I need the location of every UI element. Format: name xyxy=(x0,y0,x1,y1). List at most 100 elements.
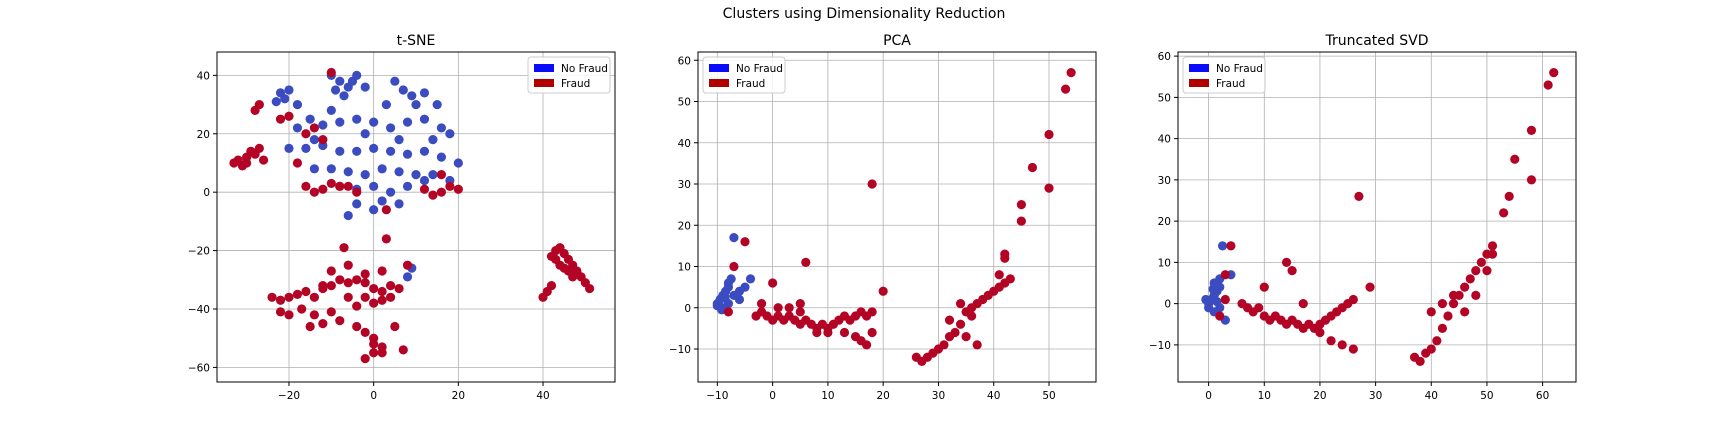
no-fraud-point xyxy=(343,210,353,221)
fraud-point xyxy=(867,307,877,317)
fraud-point xyxy=(867,179,877,189)
fraud-point xyxy=(1365,282,1375,292)
subplot-2: −10 0 10 20 30 40 50 −10 0 10 20 30 40 50 60 PCA No Frau… xyxy=(669,33,1097,402)
fraud-point xyxy=(1426,344,1436,354)
fraud-point xyxy=(360,327,370,337)
x-tick-label: 10 xyxy=(821,390,834,402)
fraud-point xyxy=(584,283,595,294)
fraud-point xyxy=(305,321,315,332)
fraud-point xyxy=(258,155,269,165)
fraud-point xyxy=(961,332,971,342)
legend: No Fraud Fraud xyxy=(1182,56,1266,94)
no-fraud-point xyxy=(1208,284,1218,294)
y-tick-label: 30 xyxy=(1158,175,1171,187)
no-fraud-point xyxy=(369,143,379,153)
fraud-point xyxy=(318,281,328,291)
fraud-point xyxy=(1476,257,1486,267)
fraud-point xyxy=(1220,294,1230,305)
legend-label: Fraud xyxy=(1216,78,1245,90)
fraud-point xyxy=(275,114,286,124)
fraud-point xyxy=(756,299,767,309)
fraud-point xyxy=(326,178,336,189)
fraud-point xyxy=(551,254,561,264)
fraud-point xyxy=(812,327,822,338)
y-tick-label: 20 xyxy=(678,220,691,232)
y-tick-label: 20 xyxy=(1158,216,1171,228)
fraud-point xyxy=(343,278,353,288)
fraud-point xyxy=(1254,303,1264,313)
fraud-point xyxy=(352,187,362,197)
fraud-point xyxy=(729,261,739,272)
fraud-point xyxy=(284,292,294,302)
fraud-point xyxy=(740,237,750,247)
fraud-point xyxy=(1016,216,1026,226)
fraud-point xyxy=(284,111,294,121)
fraud-point xyxy=(335,181,345,191)
fraud-point xyxy=(254,99,264,110)
fraud-point xyxy=(1287,266,1297,276)
x-tick-label: 20 xyxy=(876,390,889,402)
x-tick-label: 30 xyxy=(1369,390,1382,402)
no-fraud-point xyxy=(729,233,739,243)
fraud-point xyxy=(955,319,966,329)
subplot-title: t-SNE xyxy=(397,33,436,49)
fraud-point xyxy=(377,295,387,305)
y-tick-label: 10 xyxy=(678,262,691,274)
fraud-point xyxy=(390,321,400,332)
fraud-point xyxy=(795,299,805,309)
fraud-point xyxy=(275,307,286,317)
fraud-point xyxy=(867,327,877,338)
x-tick-label: 50 xyxy=(1480,390,1493,402)
fraud-point xyxy=(1510,154,1520,164)
x-tick-label: 10 xyxy=(1258,390,1271,402)
no-fraud-point xyxy=(352,146,362,156)
fraud-point xyxy=(254,143,264,153)
no-fraud-point xyxy=(432,99,442,110)
fraud-point xyxy=(369,283,379,294)
y-tick-label: −10 xyxy=(1149,340,1171,352)
fraud-point xyxy=(369,298,379,308)
x-tick-label: 40 xyxy=(987,390,1000,402)
legend-label: Fraud xyxy=(561,78,590,90)
fraud-point xyxy=(381,205,391,215)
fraud-point xyxy=(360,292,370,302)
no-fraud-point xyxy=(360,82,370,92)
fraud-point xyxy=(292,158,303,168)
no-fraud-point xyxy=(436,152,447,162)
fraud-point xyxy=(326,307,336,317)
no-fraud-point xyxy=(453,158,463,168)
no-fraud-point xyxy=(402,181,413,191)
fraud-point xyxy=(1016,200,1026,210)
fraud-point xyxy=(352,301,362,311)
y-tick-label: 0 xyxy=(203,187,210,199)
y-tick-label: 50 xyxy=(1158,92,1171,104)
x-tick-label: −20 xyxy=(278,390,300,402)
fraud-point xyxy=(326,281,336,291)
scatter-points xyxy=(229,67,595,364)
fraud-point xyxy=(1482,266,1492,276)
no-fraud-point xyxy=(419,88,430,98)
x-tick-label: 20 xyxy=(1313,390,1326,402)
subplot-title: PCA xyxy=(883,33,911,49)
y-tick-label: 10 xyxy=(1158,257,1171,269)
fraud-point xyxy=(1220,270,1230,280)
fraud-point xyxy=(1426,307,1436,317)
fraud-point xyxy=(559,263,569,273)
fraud-point xyxy=(1337,340,1347,350)
x-tick-label: 40 xyxy=(1425,390,1438,402)
fraud-point xyxy=(385,281,396,291)
fraud-point xyxy=(967,311,977,321)
fraud-point xyxy=(343,260,353,270)
no-fraud-point xyxy=(369,181,379,191)
x-tick-label: 20 xyxy=(452,390,465,402)
fraud-point xyxy=(1060,84,1071,94)
y-tick-label: 40 xyxy=(197,70,210,82)
fraud-point xyxy=(309,187,319,197)
no-fraud-point xyxy=(411,170,421,180)
fraud-point xyxy=(335,316,345,326)
fraud-point xyxy=(242,158,252,168)
fraud-point xyxy=(267,292,277,302)
fraud-point xyxy=(1543,80,1553,90)
fraud-point xyxy=(1432,336,1442,346)
axes-frame xyxy=(697,51,1097,383)
